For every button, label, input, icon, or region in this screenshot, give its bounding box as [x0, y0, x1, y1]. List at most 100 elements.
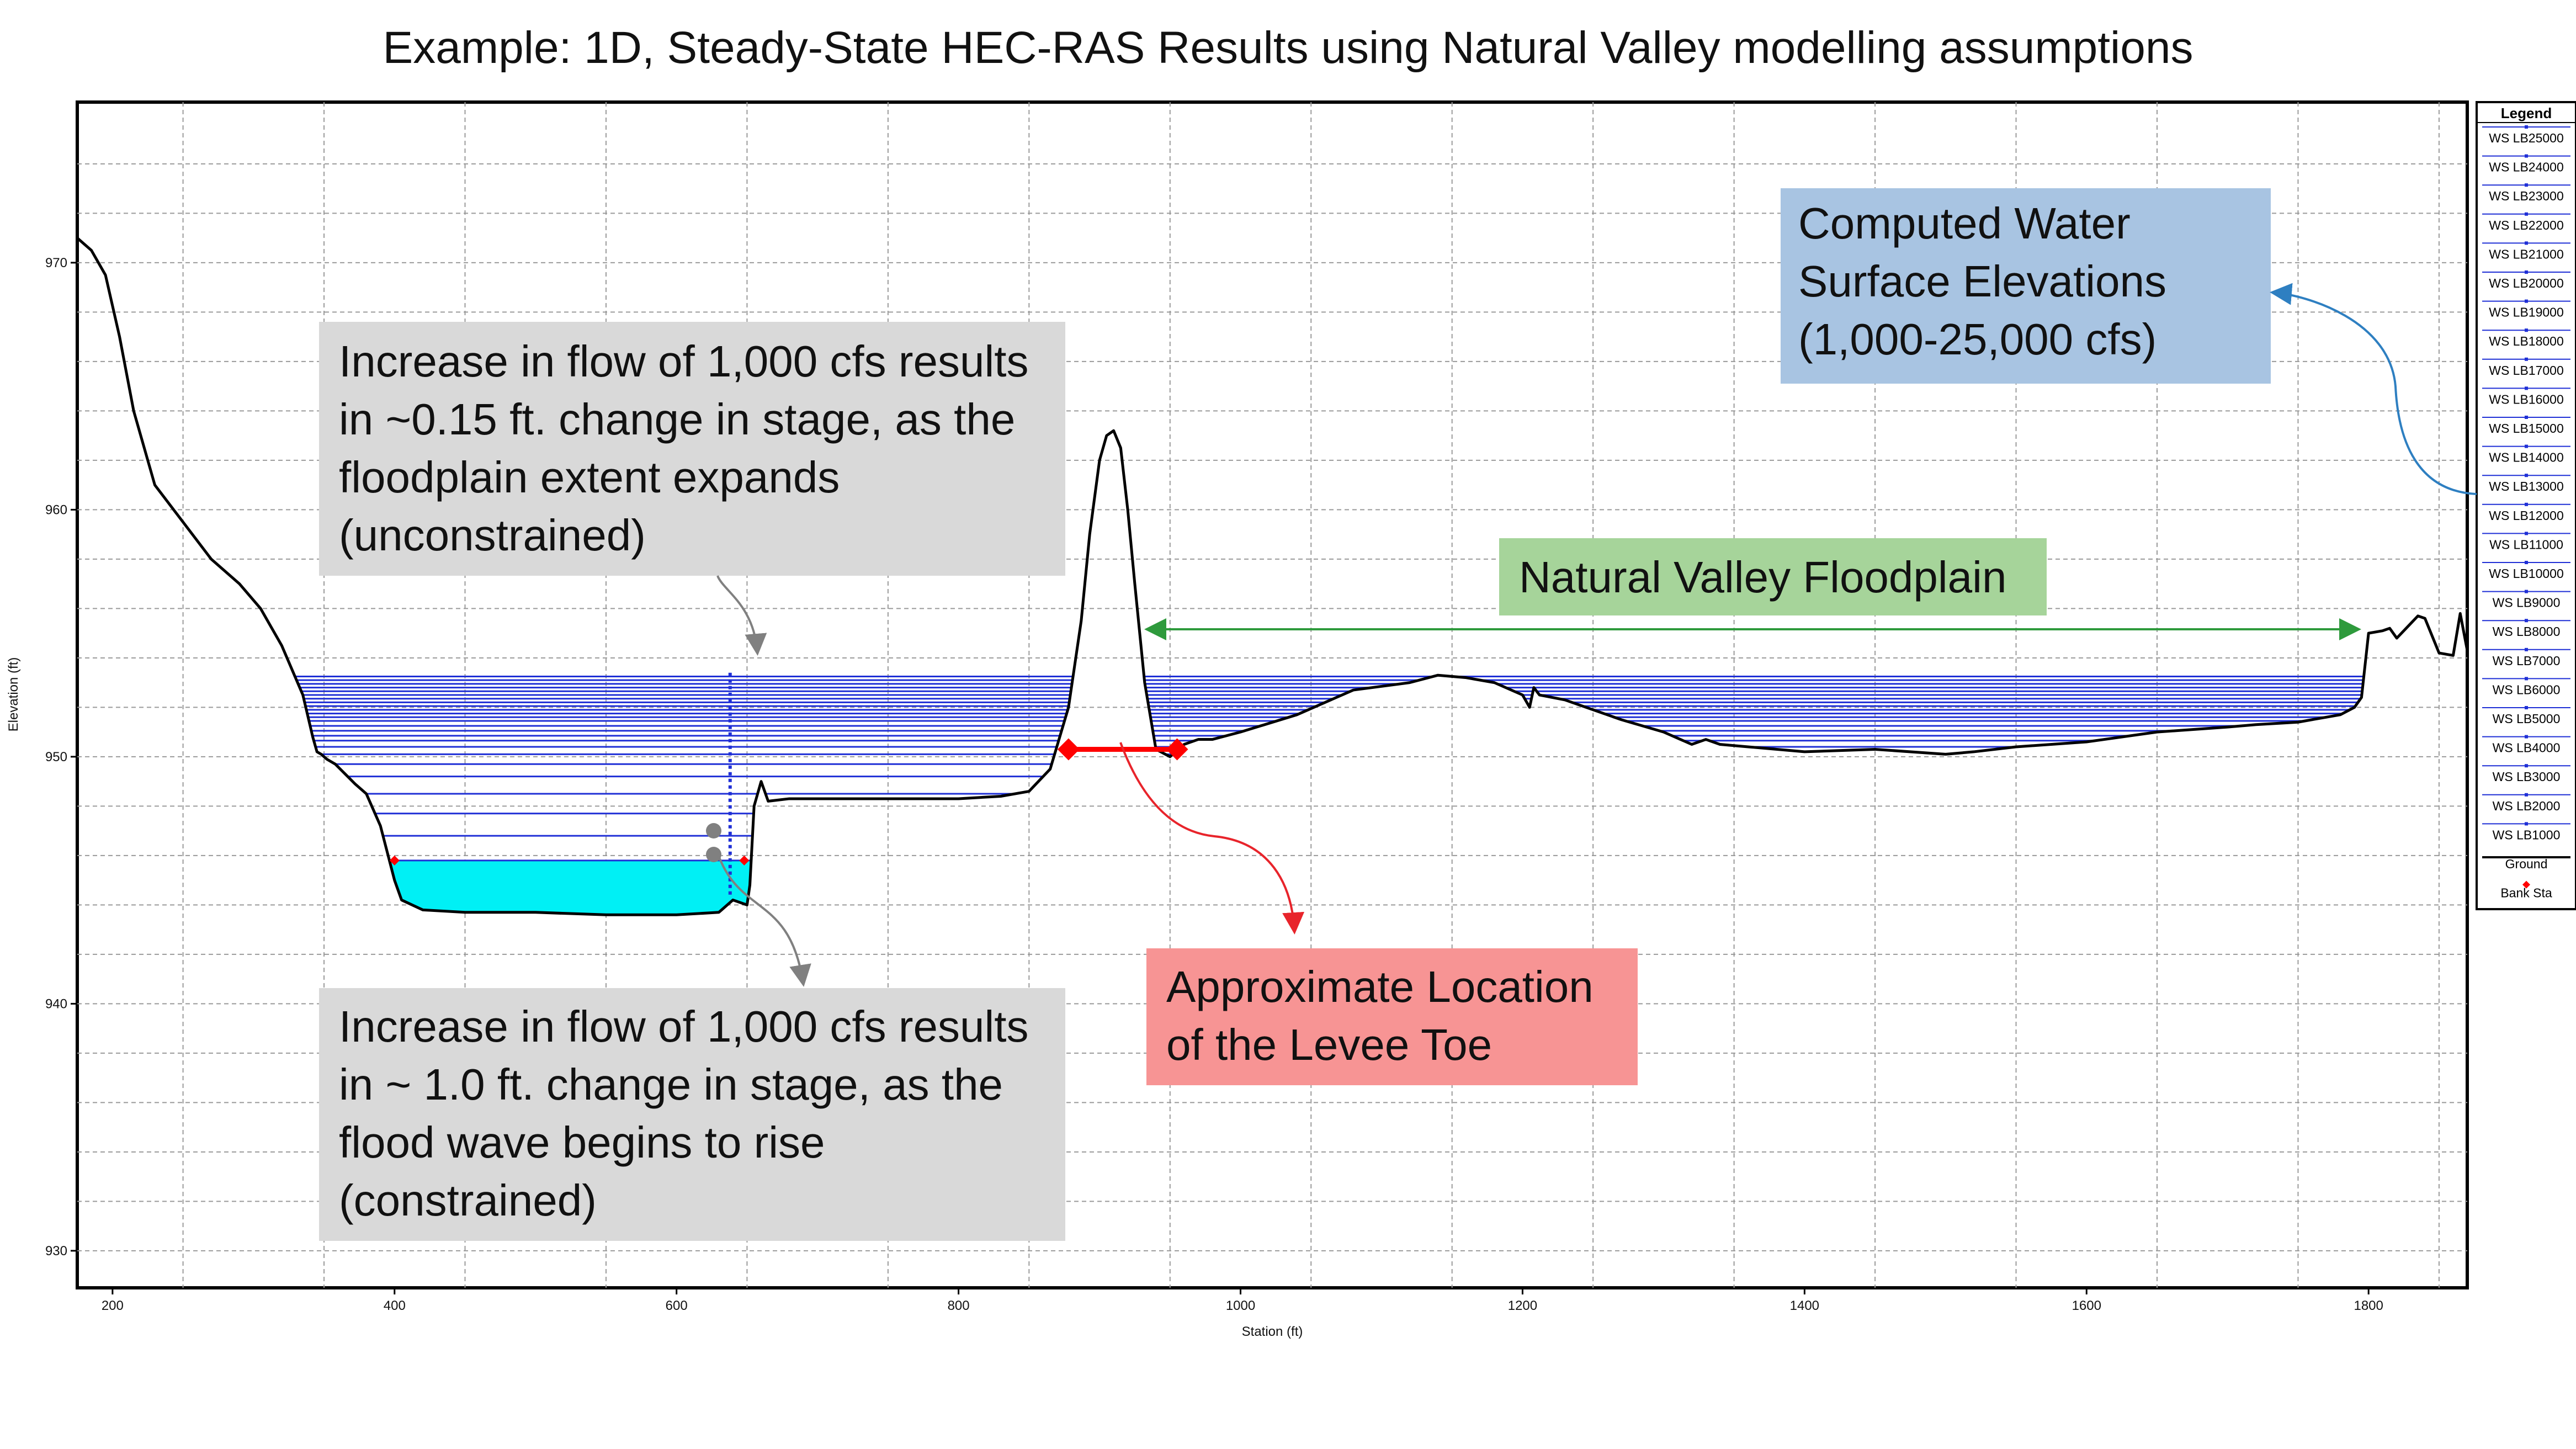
- legend-ws-marker: [2525, 764, 2528, 768]
- levee-toe-line-1: Approximate Location: [1166, 962, 1594, 1011]
- legend-ws-marker: [2525, 532, 2528, 535]
- legend-ws-marker: [2525, 416, 2528, 419]
- legend-item-label: WS LB3000: [2493, 769, 2561, 784]
- constrained-callout: Increase in flow of 1,000 cfs results in…: [319, 823, 1065, 1241]
- computed-ws-line-1: Computed Water: [1798, 199, 2131, 248]
- legend-ws-marker: [2525, 706, 2528, 709]
- levee-toe-line-2: of the Levee Toe: [1166, 1020, 1492, 1069]
- computed-ws-line-3: (1,000-25,000 cfs): [1798, 315, 2157, 364]
- legend-ws-marker: [2525, 677, 2528, 681]
- legend-item-label: Bank Sta: [2500, 886, 2552, 900]
- legend-ws-marker: [2525, 183, 2528, 187]
- x-tick-label: 1000: [1226, 1298, 1255, 1313]
- unconstrained-box: [319, 322, 1065, 576]
- legend-item-label: WS LB7000: [2493, 654, 2561, 668]
- legend-item-label: WS LB14000: [2489, 450, 2564, 465]
- legend-ws-marker: [2525, 241, 2528, 245]
- legend-ws-marker: [2525, 386, 2528, 390]
- computed-ws-callout: Computed Water Surface Elevations (1,000…: [1781, 188, 2477, 495]
- legend-item-label: WS LB16000: [2489, 392, 2564, 406]
- legend-ws-marker: [2525, 474, 2528, 477]
- bank-station-marker: [389, 855, 400, 866]
- legend-item-label: WS LB5000: [2493, 712, 2561, 726]
- y-axis-title: Elevation (ft): [6, 657, 21, 732]
- legend-ws-marker: [2525, 561, 2528, 564]
- legend-ws-marker: [2525, 735, 2528, 739]
- legend-item-label: WS LB25000: [2489, 131, 2564, 145]
- unconstrained-arrow: [716, 575, 767, 656]
- constrained-line-3: flood wave begins to rise: [339, 1118, 825, 1167]
- levee-toe-callout: Approximate Location of the Levee Toe: [1119, 742, 1638, 1085]
- unconstrained-callout: Increase in flow of 1,000 cfs results in…: [319, 322, 1065, 656]
- legend-item-label: WS LB20000: [2489, 276, 2564, 290]
- legend-item-label: WS LB13000: [2489, 479, 2564, 493]
- stage-marker-lower: [706, 847, 721, 862]
- legend-item-label: WS LB2000: [2493, 799, 2561, 813]
- unconstrained-line-4: (unconstrained): [339, 511, 646, 560]
- constrained-arrow: [716, 852, 811, 987]
- stage-marker-upper: [706, 823, 721, 838]
- y-tick-label: 930: [45, 1244, 67, 1259]
- levee-toe-box: [1146, 948, 1638, 1085]
- legend-ws-marker: [2525, 647, 2528, 651]
- legend-item-label: WS LB24000: [2489, 160, 2564, 174]
- legend-item-label: WS LB12000: [2489, 508, 2564, 523]
- y-tick-label: 970: [45, 256, 67, 270]
- page-title: Example: 1D, Steady-State HEC-RAS Result…: [383, 23, 2193, 73]
- channel-water-area: [389, 860, 752, 915]
- legend-item-label: WS LB18000: [2489, 334, 2564, 348]
- x-tick-label: 400: [384, 1298, 406, 1313]
- legend-ws-marker: [2525, 212, 2528, 216]
- computed-ws-arrow: [2270, 283, 2477, 495]
- ground-profile: [77, 237, 2467, 916]
- bank-station-marker: [1057, 738, 1080, 761]
- floodplain-callout: Natural Valley Floodplain: [1144, 538, 2361, 640]
- legend-ws-marker: [2525, 793, 2528, 797]
- constrained-line-1: Increase in flow of 1,000 cfs results: [339, 1002, 1029, 1051]
- x-tick-label: 1800: [2354, 1298, 2383, 1313]
- legend-item-label: WS LB21000: [2489, 247, 2564, 261]
- constrained-line-2: in ~ 1.0 ft. change in stage, as the: [339, 1060, 1003, 1109]
- legend-ws-marker: [2525, 619, 2528, 623]
- legend-item-label: WS LB17000: [2489, 363, 2564, 378]
- x-tick-label: 1400: [1790, 1298, 1819, 1313]
- computed-ws-box: [1781, 188, 2271, 384]
- legend-ws-marker: [2525, 502, 2528, 506]
- water-surface-lines: [295, 672, 2365, 898]
- bank-station-marker: [1166, 738, 1188, 761]
- channel-water-fill: [389, 860, 752, 915]
- unconstrained-line-2: in ~0.15 ft. change in stage, as the: [339, 395, 1015, 444]
- legend-item-label: WS LB23000: [2489, 189, 2564, 203]
- legend-item-label: WS LB6000: [2493, 682, 2561, 697]
- y-tick-label: 940: [45, 996, 67, 1011]
- legend-ws-marker: [2525, 125, 2528, 129]
- y-tick-label: 960: [45, 502, 67, 517]
- legend-item-label: WS LB4000: [2493, 741, 2561, 755]
- legend-ws-marker: [2525, 270, 2528, 274]
- x-tick-label: 1200: [1508, 1298, 1537, 1313]
- x-tick-label: 1600: [2072, 1298, 2101, 1313]
- legend-ws-marker: [2525, 357, 2528, 361]
- legend-item-label: WS LB8000: [2493, 624, 2561, 639]
- axis-ticks: 200 400 600 800 1000 1200 1400 1600 1800 930 940 95…: [45, 256, 2383, 1313]
- legend-item-label: WS LB10000: [2489, 566, 2564, 581]
- ground-line: [77, 237, 2467, 916]
- legend: Legend WS LB25000 WS LB24000 WS LB23000 WS …: [2476, 101, 2576, 910]
- legend-item-label: WS LB11000: [2489, 537, 2563, 551]
- legend-ws-marker: [2525, 822, 2528, 826]
- legend-bank-swatch: [2522, 880, 2530, 889]
- computed-ws-line-2: Surface Elevations: [1798, 257, 2166, 306]
- legend-item-label: WS LB1000: [2493, 827, 2561, 842]
- x-axis-title: Station (ft): [1242, 1324, 1303, 1339]
- floodplain-box: [1499, 538, 2047, 615]
- unconstrained-line-3: floodplain extent expands: [339, 453, 840, 502]
- floodplain-label: Natural Valley Floodplain: [1519, 553, 2006, 602]
- legend-item-label: WS LB19000: [2489, 305, 2564, 320]
- legend-ws-marker: [2525, 590, 2528, 593]
- x-tick-label: 200: [102, 1298, 124, 1313]
- levee-toe-arrow: [1119, 742, 1305, 935]
- legend-ws-marker: [2525, 154, 2528, 158]
- unconstrained-line-1: Increase in flow of 1,000 cfs results: [339, 337, 1029, 386]
- x-tick-label: 800: [948, 1298, 970, 1313]
- legend-ws-marker: [2525, 299, 2528, 303]
